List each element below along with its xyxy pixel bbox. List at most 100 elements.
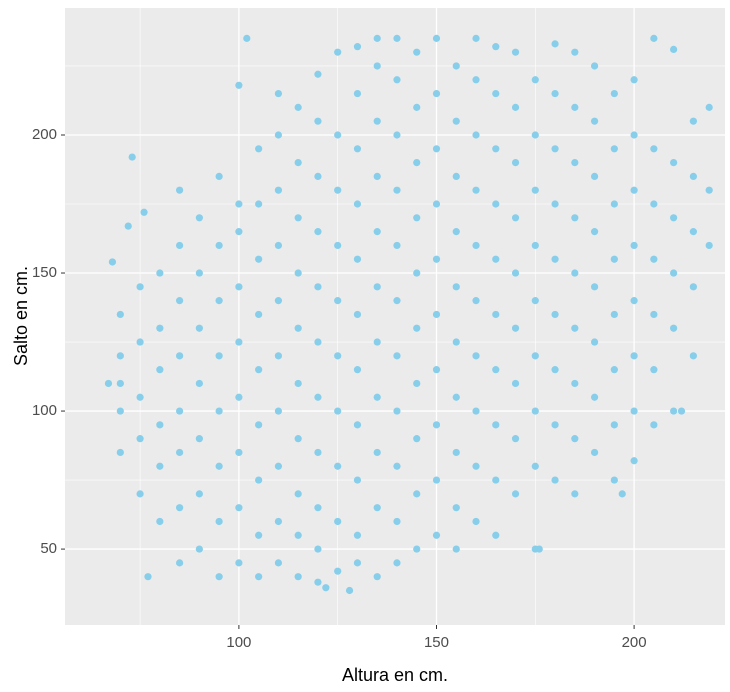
point xyxy=(670,407,678,415)
point xyxy=(452,338,460,346)
point xyxy=(243,34,251,42)
y-tick-label: 150 xyxy=(32,264,57,281)
point xyxy=(393,241,401,250)
point xyxy=(650,145,658,153)
point xyxy=(650,34,658,42)
point xyxy=(432,476,441,484)
point xyxy=(255,531,263,539)
point xyxy=(176,186,184,194)
point xyxy=(334,48,342,56)
point xyxy=(492,421,500,429)
point xyxy=(314,504,322,512)
point xyxy=(334,297,342,305)
point xyxy=(140,208,148,216)
point xyxy=(590,448,599,457)
point xyxy=(393,559,401,567)
point xyxy=(176,352,184,360)
point xyxy=(492,531,500,539)
point xyxy=(373,283,381,291)
point xyxy=(571,48,579,56)
point xyxy=(571,158,579,167)
point xyxy=(413,48,421,56)
point xyxy=(492,89,500,98)
point xyxy=(176,407,184,415)
point xyxy=(334,186,342,194)
point xyxy=(314,393,322,401)
point xyxy=(413,490,421,498)
point xyxy=(551,366,559,374)
point xyxy=(334,241,342,250)
point xyxy=(511,214,520,222)
point xyxy=(314,448,322,457)
point xyxy=(235,338,243,346)
point xyxy=(452,448,460,457)
point xyxy=(472,76,480,84)
point xyxy=(215,241,223,250)
point xyxy=(531,241,539,250)
point xyxy=(630,241,638,250)
point xyxy=(571,490,579,498)
point xyxy=(432,145,441,153)
point xyxy=(274,297,283,305)
point xyxy=(689,352,697,360)
x-tick-label: 100 xyxy=(226,634,251,651)
point xyxy=(511,269,520,277)
point xyxy=(610,310,618,319)
point xyxy=(610,200,618,208)
point xyxy=(235,504,243,512)
point xyxy=(294,214,302,222)
point xyxy=(472,352,480,360)
point xyxy=(235,81,243,89)
point xyxy=(492,145,500,153)
point xyxy=(294,531,302,539)
point xyxy=(373,34,381,42)
point xyxy=(432,34,441,42)
point xyxy=(590,117,599,125)
point xyxy=(551,255,559,263)
point xyxy=(314,172,322,180)
point xyxy=(413,103,421,111)
point xyxy=(393,462,401,470)
point xyxy=(136,490,144,498)
point xyxy=(274,559,283,567)
point xyxy=(492,476,500,484)
point xyxy=(235,283,243,291)
point xyxy=(274,407,283,415)
point xyxy=(104,379,113,388)
point xyxy=(235,200,243,208)
point xyxy=(531,407,539,415)
point xyxy=(353,43,362,51)
point xyxy=(353,200,362,208)
x-tick-label: 150 xyxy=(424,634,449,651)
point xyxy=(670,214,678,222)
point xyxy=(610,366,618,374)
point xyxy=(551,421,559,429)
point xyxy=(322,584,330,592)
point xyxy=(255,200,263,208)
point xyxy=(413,545,421,553)
point xyxy=(618,490,626,498)
point xyxy=(432,89,441,98)
point xyxy=(235,559,243,567)
point xyxy=(610,145,618,153)
point xyxy=(373,448,381,457)
point xyxy=(235,448,243,457)
point xyxy=(274,241,283,250)
point xyxy=(195,435,203,443)
point xyxy=(511,490,520,498)
point xyxy=(630,76,638,84)
point xyxy=(531,352,539,360)
point xyxy=(689,172,697,180)
point xyxy=(492,200,500,208)
point xyxy=(353,89,362,98)
point xyxy=(373,172,381,180)
point xyxy=(650,310,658,319)
point xyxy=(670,324,678,332)
point xyxy=(274,186,283,194)
point xyxy=(136,393,144,401)
point xyxy=(551,200,559,208)
point xyxy=(650,366,658,374)
point xyxy=(689,283,697,291)
point xyxy=(413,324,421,332)
